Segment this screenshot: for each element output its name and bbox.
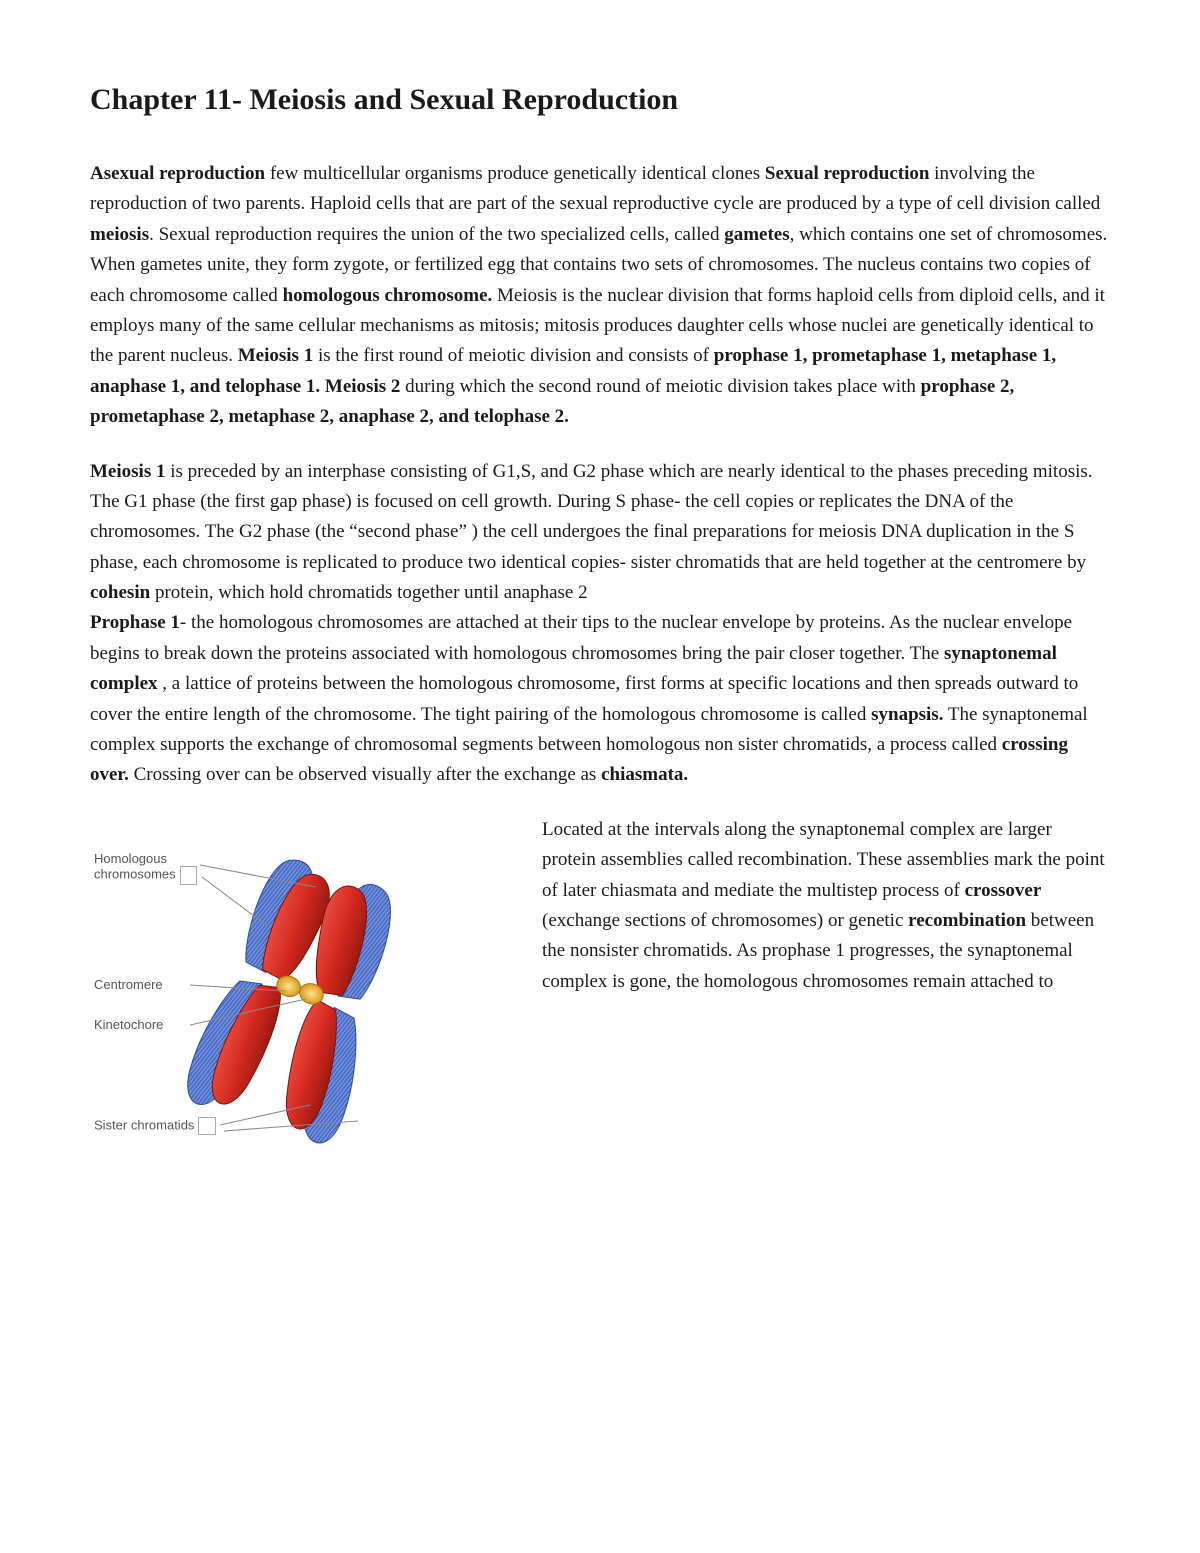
- term-asexual-reproduction: Asexual reproduction: [90, 163, 265, 184]
- page-title: Chapter 11- Meiosis and Sexual Reproduct…: [90, 80, 1110, 119]
- label-text: Sister chromatids: [94, 1117, 194, 1132]
- label-text: Centromere: [94, 977, 163, 992]
- paragraph-meiosis-1: Meiosis 1 is preceded by an interphase c…: [90, 457, 1110, 791]
- label-centromere: Centromere: [94, 977, 163, 993]
- term-meiosis: meiosis: [90, 224, 149, 245]
- text-run: . Sexual reproduction requires the union…: [149, 224, 724, 245]
- label-sister-chromatids: Sister chromatids: [94, 1117, 216, 1135]
- text-run: - the homologous chromosomes are attache…: [90, 612, 1072, 663]
- text-run: is preceded by an interphase consisting …: [90, 461, 1093, 573]
- label-callout-box: [180, 866, 197, 884]
- text-run: during which the second round of meiotic…: [400, 376, 920, 397]
- paragraph-crossover: Located at the intervals along the synap…: [542, 815, 1110, 997]
- figure-row: Homologous chromosomes Centromere Kineto…: [90, 815, 1110, 1175]
- term-homologous-chromosome: homologous chromosome.: [283, 285, 493, 306]
- term-meiosis-1: Meiosis 1: [238, 345, 313, 366]
- paragraph-asexual-sexual: Asexual reproduction few multicellular o…: [90, 159, 1110, 433]
- chromosome-diagram: Homologous chromosomes Centromere Kineto…: [90, 815, 510, 1175]
- text-run: (exchange sections of chromosomes) or ge…: [542, 910, 908, 931]
- label-text: Kinetochore: [94, 1017, 163, 1032]
- term-sexual-reproduction: Sexual reproduction: [765, 163, 930, 184]
- figure-side-text: Located at the intervals along the synap…: [542, 815, 1110, 997]
- term-prophase-1: Prophase 1: [90, 612, 180, 633]
- text-run: few multicellular organisms produce gene…: [265, 163, 765, 184]
- chromosome-figure: Homologous chromosomes Centromere Kineto…: [90, 815, 510, 1175]
- term-chiasmata: chiasmata.: [601, 764, 688, 785]
- text-run: protein, which hold chromatids together …: [150, 582, 587, 603]
- text-run: Crossing over can be observed visually a…: [129, 764, 601, 785]
- label-text: Homologous chromosomes: [94, 851, 176, 882]
- term-synapsis: synapsis.: [871, 704, 943, 725]
- term-gametes: gametes: [724, 224, 789, 245]
- term-meiosis-1-header: Meiosis 1: [90, 461, 165, 482]
- text-run: is the first round of meiotic division a…: [313, 345, 714, 366]
- label-homologous-chromosomes: Homologous chromosomes: [94, 851, 197, 885]
- term-cohesin: cohesin: [90, 582, 150, 603]
- term-crossover: crossover: [965, 880, 1042, 901]
- term-recombination: recombination: [908, 910, 1026, 931]
- label-callout-box: [198, 1117, 215, 1135]
- label-kinetochore: Kinetochore: [94, 1017, 163, 1033]
